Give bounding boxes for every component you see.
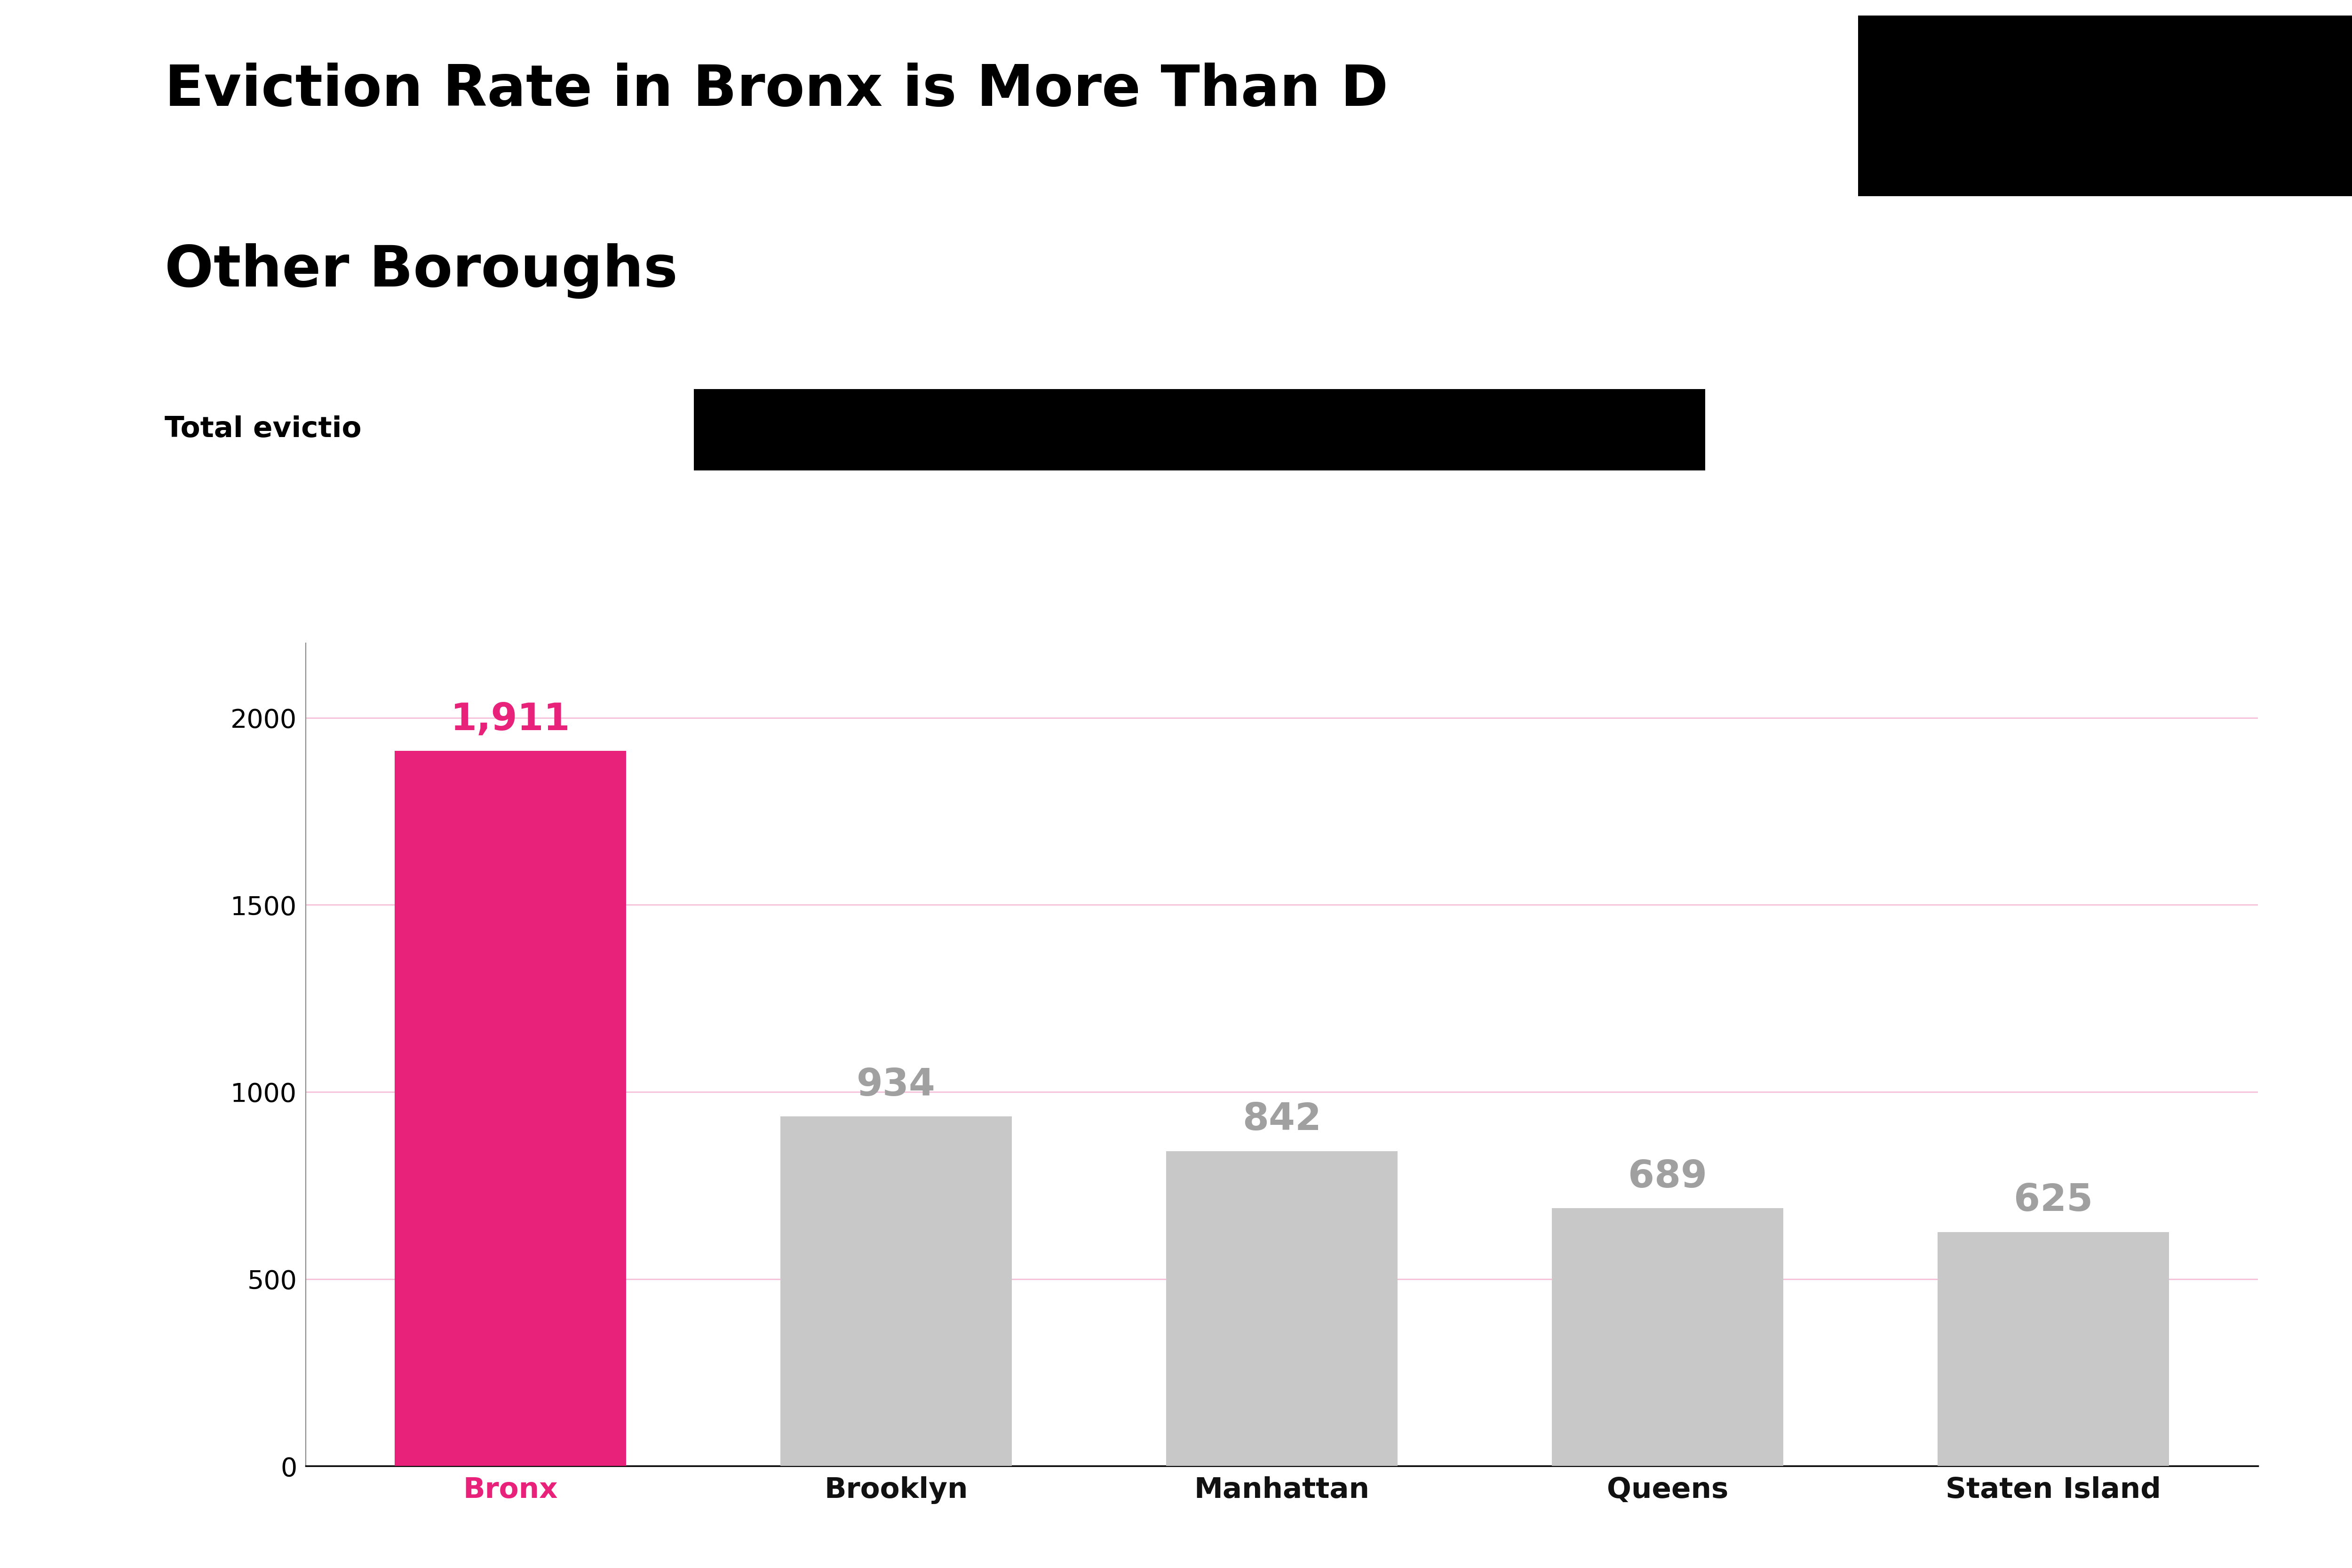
Text: 934: 934 [856, 1066, 936, 1104]
Text: 1,911: 1,911 [449, 701, 569, 739]
Text: Eviction Rate in Bronx is More Than D: Eviction Rate in Bronx is More Than D [165, 63, 1388, 118]
Bar [395, 751, 626, 1466]
Text: Other Boroughs: Other Boroughs [165, 243, 677, 298]
Text: 625: 625 [2013, 1182, 2093, 1220]
Text: Total evictio: Total evictio [165, 416, 362, 444]
Bar [781, 1116, 1011, 1466]
Text: 842: 842 [1242, 1101, 1322, 1138]
Bar [1167, 1151, 1397, 1466]
Text: 689: 689 [1628, 1159, 1708, 1195]
Bar [1552, 1209, 1783, 1466]
Bar [1938, 1232, 2169, 1466]
